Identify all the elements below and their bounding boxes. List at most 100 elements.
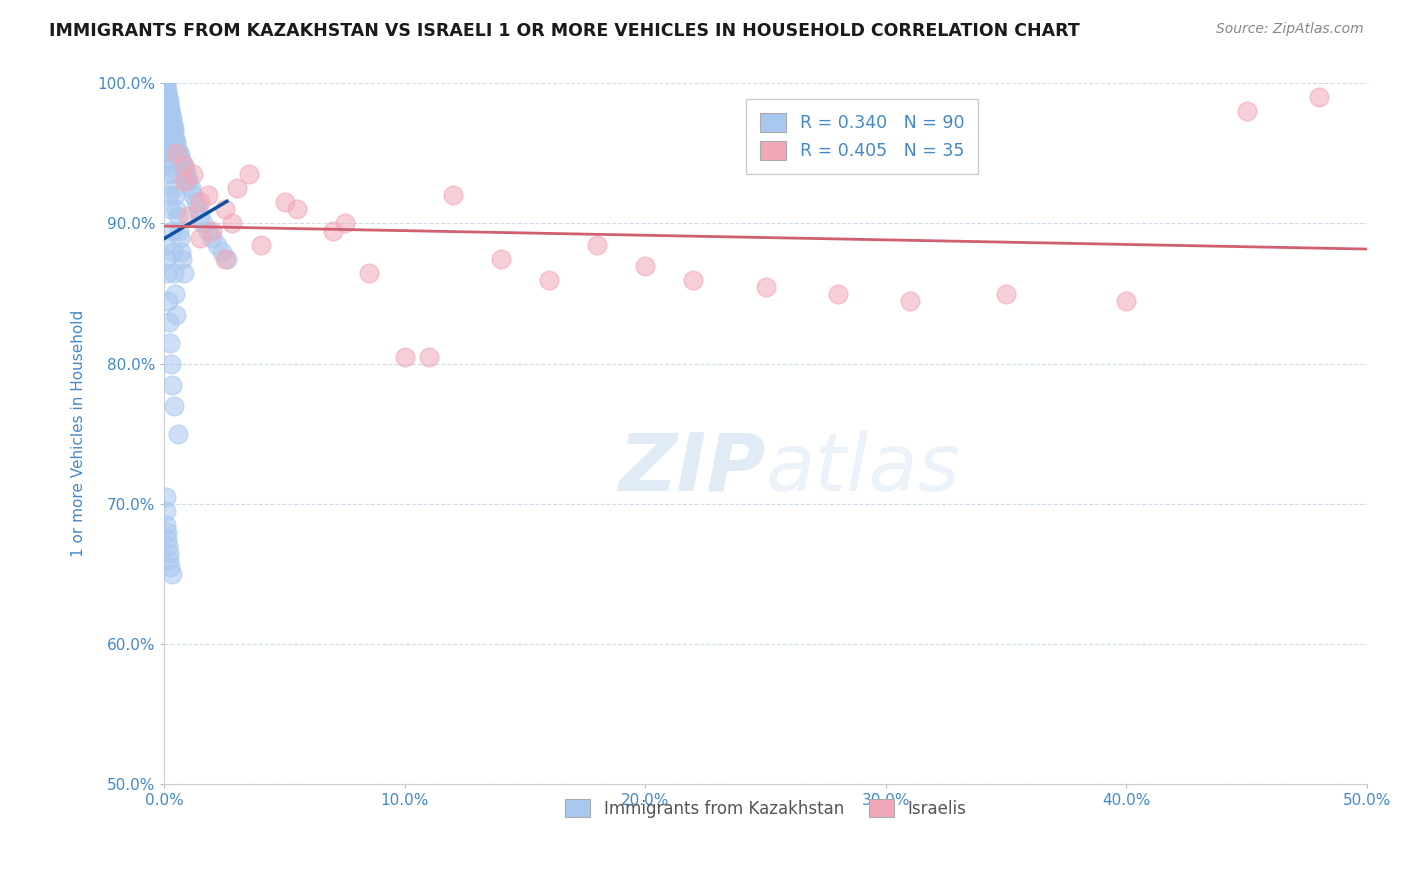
Point xyxy=(159,335,181,350)
Point xyxy=(995,286,1018,301)
Point xyxy=(238,168,260,182)
Point xyxy=(201,223,224,237)
Point xyxy=(173,161,195,175)
Point xyxy=(156,168,179,182)
Point xyxy=(173,266,195,280)
Point xyxy=(166,210,188,224)
Point xyxy=(333,217,356,231)
Point xyxy=(322,223,344,237)
Point xyxy=(634,259,657,273)
Point xyxy=(162,244,184,259)
Point xyxy=(172,252,194,266)
Point xyxy=(214,202,236,217)
Point xyxy=(191,217,214,231)
Point xyxy=(201,230,224,244)
Point xyxy=(156,532,179,546)
Legend: Immigrants from Kazakhstan, Israelis: Immigrants from Kazakhstan, Israelis xyxy=(558,792,973,824)
Point xyxy=(163,125,186,139)
Point xyxy=(167,146,190,161)
Point xyxy=(157,97,180,112)
Point xyxy=(160,161,183,175)
Text: Source: ZipAtlas.com: Source: ZipAtlas.com xyxy=(1216,22,1364,37)
Point xyxy=(157,314,180,328)
Point xyxy=(538,272,561,286)
Point xyxy=(163,266,186,280)
Point xyxy=(1115,293,1137,308)
Point xyxy=(214,252,236,266)
Point xyxy=(155,77,177,91)
Point xyxy=(1236,104,1258,119)
Point xyxy=(827,286,849,301)
Point xyxy=(165,308,187,322)
Point xyxy=(197,188,219,202)
Point xyxy=(163,399,186,413)
Point xyxy=(166,144,188,158)
Point xyxy=(156,90,179,104)
Point xyxy=(898,293,921,308)
Point xyxy=(155,237,177,252)
Point xyxy=(170,153,193,168)
Point xyxy=(181,188,204,202)
Point xyxy=(190,230,212,244)
Point xyxy=(159,146,181,161)
Point xyxy=(156,524,179,539)
Point xyxy=(489,252,512,266)
Point xyxy=(181,168,204,182)
Point xyxy=(156,266,179,280)
Point xyxy=(157,93,180,107)
Point xyxy=(156,153,179,168)
Point xyxy=(211,244,233,259)
Point xyxy=(159,202,181,217)
Point xyxy=(177,210,200,224)
Point xyxy=(165,139,187,153)
Point xyxy=(682,272,704,286)
Point xyxy=(418,350,440,364)
Point xyxy=(190,210,212,224)
Point xyxy=(160,116,183,130)
Point xyxy=(173,163,195,178)
Text: IMMIGRANTS FROM KAZAKHSTAN VS ISRAELI 1 OR MORE VEHICLES IN HOUSEHOLD CORRELATIO: IMMIGRANTS FROM KAZAKHSTAN VS ISRAELI 1 … xyxy=(49,22,1080,40)
Point xyxy=(160,112,183,126)
Point xyxy=(156,539,179,553)
Point xyxy=(357,266,380,280)
Point xyxy=(160,357,183,371)
Point xyxy=(285,202,308,217)
Point xyxy=(162,119,184,133)
Point xyxy=(165,188,187,202)
Point xyxy=(156,293,179,308)
Point xyxy=(174,168,197,182)
Point xyxy=(162,121,184,136)
Point xyxy=(163,181,186,195)
Point xyxy=(165,146,187,161)
Point xyxy=(172,158,194,172)
Point xyxy=(155,252,177,266)
Point xyxy=(170,244,193,259)
Text: atlas: atlas xyxy=(766,430,960,508)
Point xyxy=(156,119,179,133)
Point xyxy=(184,195,207,210)
Point xyxy=(190,195,212,210)
Point xyxy=(394,350,416,364)
Point xyxy=(586,237,609,252)
Point xyxy=(207,237,229,252)
Point xyxy=(155,503,177,517)
Point xyxy=(157,125,180,139)
Point xyxy=(197,223,219,237)
Point xyxy=(169,230,191,244)
Point xyxy=(165,135,187,149)
Point xyxy=(159,104,181,119)
Point xyxy=(177,174,200,188)
Point xyxy=(163,129,186,144)
Point xyxy=(155,490,177,504)
Point xyxy=(160,107,183,121)
Point xyxy=(180,181,202,195)
Point xyxy=(155,97,177,112)
Point xyxy=(155,517,177,532)
Point xyxy=(157,546,180,560)
Point xyxy=(160,223,183,237)
Point xyxy=(157,132,180,146)
Point xyxy=(155,87,177,102)
Point xyxy=(755,279,778,293)
Point xyxy=(159,102,181,116)
Point xyxy=(156,87,179,101)
